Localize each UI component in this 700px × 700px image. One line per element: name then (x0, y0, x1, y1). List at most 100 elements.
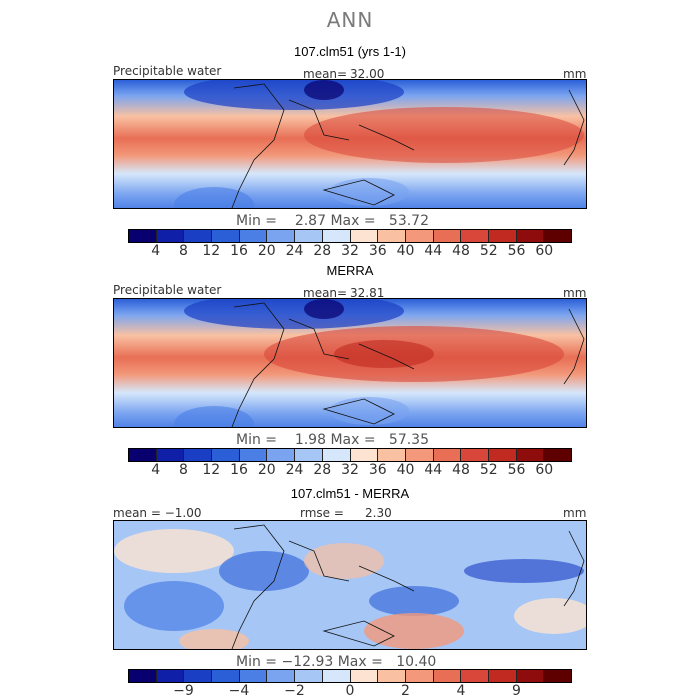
colorbar-swatch (322, 449, 351, 461)
colorbar-swatch (461, 230, 489, 242)
panel-3-units-label: mm (563, 506, 587, 520)
colorbar-swatch (405, 230, 434, 242)
colorbar-swatch (239, 230, 268, 242)
colorbar-swatch (378, 449, 406, 461)
panel-3-anomaly-i (514, 598, 586, 634)
panel-1-min-max: Min = 2.87 Max = 53.72 (236, 213, 429, 229)
colorbar-tick-label: 52 (479, 462, 498, 478)
colorbar-swatch (461, 670, 489, 682)
colorbar-tick-label: 12 (202, 462, 221, 478)
colorbar-tick-label: −2 (284, 683, 305, 699)
colorbar-swatch (544, 670, 571, 682)
panel-3-mean-label: mean = −1.00 (113, 506, 202, 520)
panel-2-min-max: Min = 1.98 Max = 57.35 (236, 432, 429, 448)
colorbar-swatch (156, 449, 185, 461)
panel-3-anomaly-d (304, 543, 384, 579)
panel-1-variable-label: Precipitable water (113, 64, 222, 78)
panel-1-units-label: mm (563, 67, 587, 81)
colorbar-tick-label: −9 (173, 683, 194, 699)
panel-2-units-label: mm (563, 286, 587, 300)
panel-3-anomaly-a (114, 529, 234, 573)
panel-1-warm-pool (304, 107, 584, 163)
colorbar-tick-label: 20 (257, 462, 276, 478)
colorbar-tick-label: 28 (313, 243, 332, 259)
colorbar-swatch (433, 670, 462, 682)
colorbar-swatch (516, 449, 545, 461)
colorbar-swatch (129, 449, 157, 461)
panel-2-coastlines (231, 302, 585, 427)
colorbar-tick-label: 24 (285, 243, 304, 259)
panel-3-colorbar (128, 669, 572, 683)
colorbar-tick-label: 20 (257, 243, 276, 259)
colorbar-tick-label: 60 (535, 243, 554, 259)
colorbar-tick-label: 8 (179, 462, 188, 478)
panel-1-colorbar-ticks: 4 8 12 16 20 24 28 32 36 40 44 48 52 56 60 (128, 243, 572, 259)
colorbar-swatch (350, 449, 379, 461)
colorbar-swatch (488, 670, 517, 682)
colorbar-swatch (212, 449, 240, 461)
panel-2-map (113, 298, 587, 428)
panel-3-colorbar-ticks: −9 −4 −2 0 2 4 9 (128, 683, 572, 699)
panel-3-title: 107.clm51 - MERRA (290, 486, 410, 501)
colorbar-swatch (239, 670, 268, 682)
colorbar-swatch (267, 670, 296, 682)
panel-3-rmse-value: 2.30 (365, 506, 392, 520)
colorbar-tick-label: 44 (424, 462, 443, 478)
panel-2-warm-core (334, 340, 434, 368)
colorbar-tick-label: 4 (151, 462, 161, 478)
panel-1-map (113, 79, 587, 209)
colorbar-swatch (322, 230, 351, 242)
colorbar-tick-label: 56 (507, 462, 526, 478)
colorbar-tick-label: 8 (179, 243, 188, 259)
colorbar-swatch (516, 230, 545, 242)
colorbar-tick-label: 9 (512, 683, 521, 699)
panel-3-anomaly-e (369, 586, 459, 616)
colorbar-swatch (350, 230, 379, 242)
panel-1-australia (329, 178, 409, 206)
colorbar-tick-label: 56 (507, 243, 526, 259)
panel-2-colorbar (128, 448, 572, 462)
colorbar-tick-label: 44 (424, 243, 443, 259)
panel-2-mean-label: mean= (303, 286, 348, 300)
colorbar-tick-label: 32 (341, 462, 359, 478)
colorbar-swatch (378, 670, 406, 682)
panel-2-title: MERRA (326, 263, 374, 278)
panel-1-coastlines (231, 83, 585, 208)
colorbar-tick-label: 52 (479, 243, 498, 259)
colorbar-swatch (184, 449, 213, 461)
panel-2-tibet (304, 299, 344, 319)
colorbar-tick-label: 12 (202, 243, 221, 259)
panel-1-mean-label: mean= (303, 67, 348, 81)
panel-2-variable-label: Precipitable water (113, 283, 222, 297)
colorbar-tick-label: 40 (396, 243, 415, 259)
colorbar-swatch (295, 670, 323, 682)
colorbar-tick-label: 32 (341, 243, 359, 259)
colorbar-swatch (405, 449, 434, 461)
colorbar-swatch (212, 230, 240, 242)
colorbar-tick-label: 60 (535, 462, 554, 478)
colorbar-tick-label: 0 (345, 683, 355, 699)
colorbar-swatch (267, 230, 296, 242)
colorbar-tick-label: 24 (285, 462, 304, 478)
colorbar-swatch (433, 449, 462, 461)
colorbar-swatch (212, 670, 240, 682)
figure-title: ANN (326, 8, 374, 32)
panel-1-title: 107.clm51 (yrs 1-1) (294, 44, 406, 59)
colorbar-tick-label: 4 (151, 243, 161, 259)
panel-2-mean-value: 32.81 (350, 286, 385, 300)
colorbar-tick-label: 36 (368, 462, 387, 478)
panel-3-anomaly-h (179, 629, 249, 649)
colorbar-swatch (184, 230, 213, 242)
colorbar-tick-label: 16 (230, 462, 248, 478)
panel-3-rmse-label: rmse = (300, 506, 344, 520)
colorbar-swatch (544, 230, 571, 242)
colorbar-tick-label: −4 (228, 683, 250, 699)
colorbar-tick-label: 36 (368, 243, 387, 259)
colorbar-swatch (156, 230, 185, 242)
panel-3-anomaly-g (364, 613, 464, 649)
colorbar-swatch (488, 230, 517, 242)
colorbar-swatch (516, 670, 545, 682)
colorbar-swatch (184, 670, 213, 682)
panel-3-map (113, 520, 587, 650)
panel-3-anomaly-b (124, 581, 224, 631)
